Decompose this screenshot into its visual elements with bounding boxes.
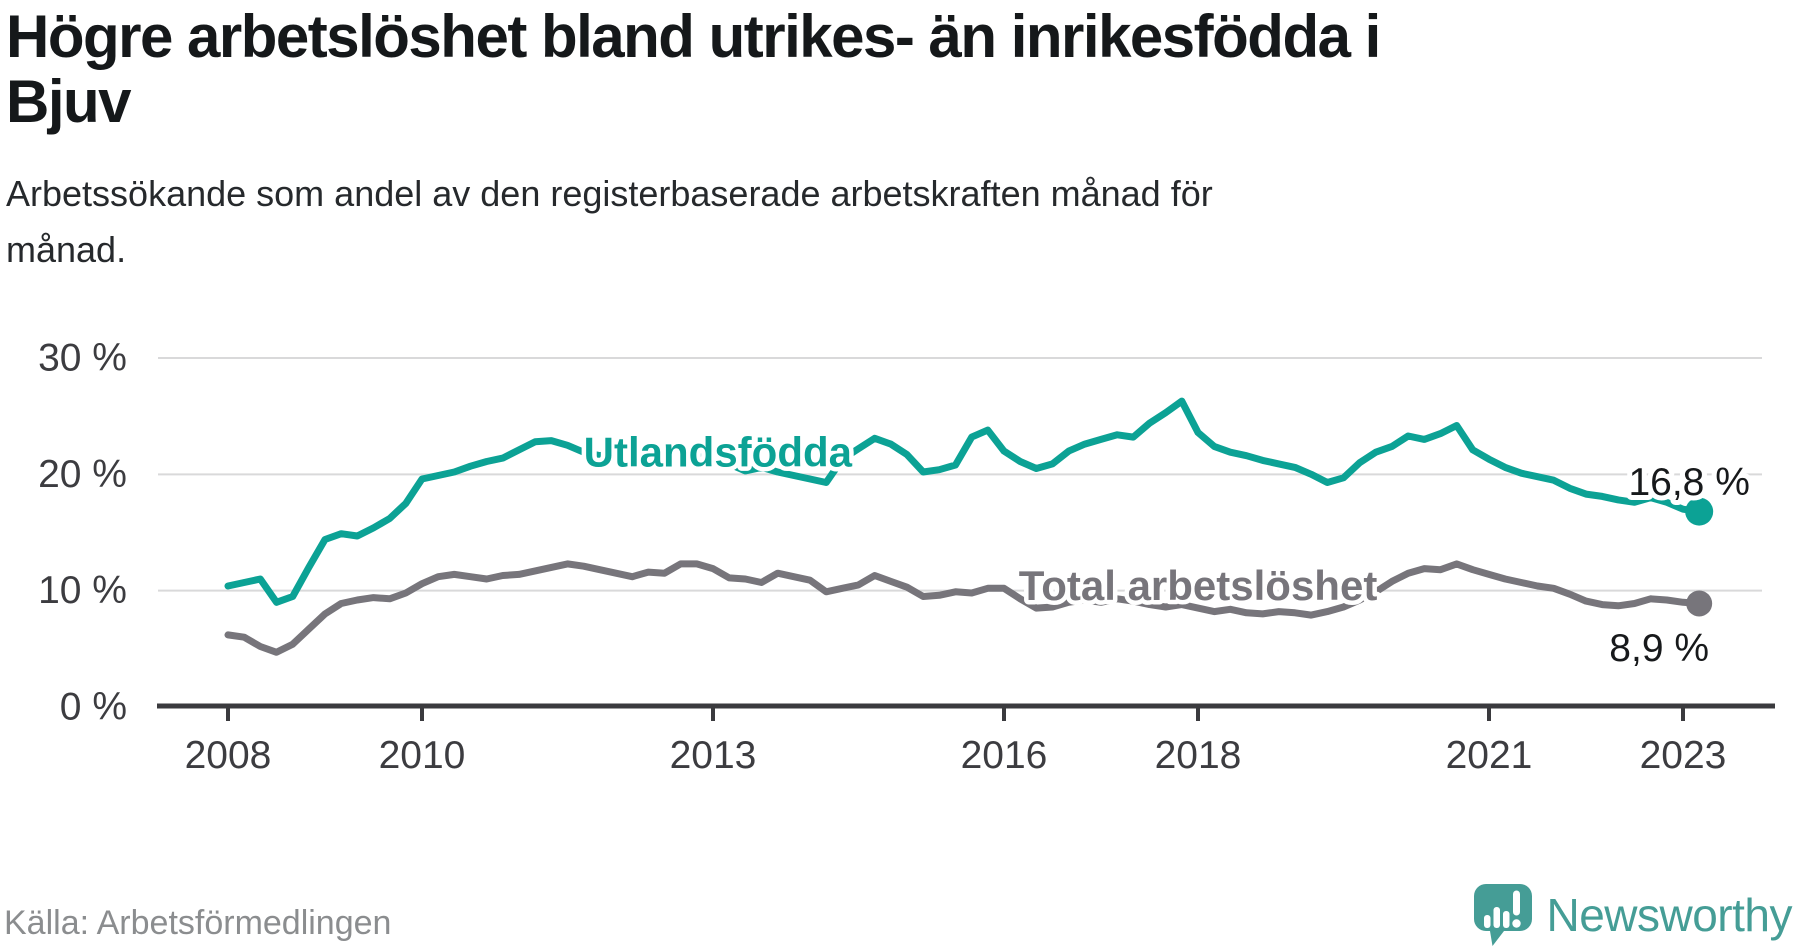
source-note: Källa: Arbetsförmedlingen	[4, 904, 392, 942]
series-end-dot-utlandsfodda	[1685, 497, 1714, 526]
newsworthy-wordmark: Newsworthy	[1546, 889, 1792, 941]
end-value-label-total: 8,9 %	[1609, 627, 1709, 670]
series-line-total	[224, 560, 1703, 656]
page-subtitle-line1: Arbetssökande som andel av den registerb…	[6, 173, 1213, 214]
series-label-utlandsfodda: Utlandsfödda	[584, 429, 853, 476]
page-subtitle-line2: månad.	[6, 229, 127, 270]
x-axis-label-2018: 2018	[1155, 734, 1242, 777]
x-axis-label-2016: 2016	[961, 734, 1048, 777]
y-axis-label-20: 20 %	[38, 453, 127, 496]
x-axis-label-2021: 2021	[1446, 734, 1533, 777]
y-axis-label-30: 30 %	[38, 337, 127, 380]
newsworthy-logo: Newsworthy	[1474, 884, 1792, 946]
x-axis-label-2010: 2010	[379, 734, 466, 777]
series-line-utlandsfodda	[224, 397, 1703, 606]
page-title: Högre arbetslöshet bland utrikes- än inr…	[6, 3, 1381, 135]
series-label-total: Total arbetslöshet	[1019, 562, 1378, 609]
x-axis-label-2013: 2013	[670, 734, 757, 777]
y-axis-label-0: 0 %	[60, 686, 127, 729]
page-subtitle: Arbetssökande som andel av den registerb…	[6, 166, 1213, 278]
series-end-dot-total	[1686, 590, 1713, 617]
newsworthy-icon	[1474, 884, 1533, 946]
end-value-label-utlandsfodda: 16,8 %	[1628, 461, 1749, 504]
y-axis-label-10: 10 %	[38, 569, 127, 612]
x-axis-label-2008: 2008	[185, 734, 272, 777]
page-title-line1: Högre arbetslöshet bland utrikes- än inr…	[6, 3, 1381, 70]
page-title-line2: Bjuv	[6, 68, 132, 135]
x-axis-label-2023: 2023	[1640, 734, 1727, 777]
